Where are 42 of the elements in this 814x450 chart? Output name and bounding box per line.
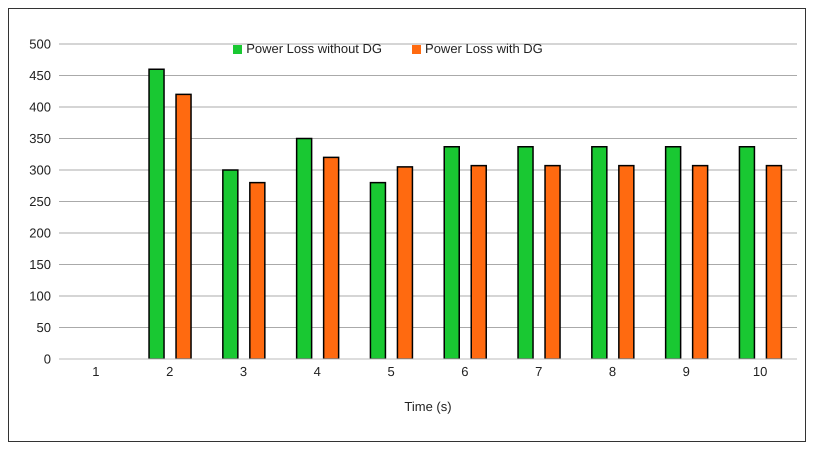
bar	[766, 164, 782, 359]
x-tick-label: 9	[682, 364, 690, 380]
x-tick-label: 3	[240, 364, 248, 380]
y-tick-label: 350	[29, 131, 51, 146]
bar	[370, 182, 386, 359]
y-tick-label: 450	[29, 68, 51, 84]
y-tick-label: 100	[29, 288, 51, 304]
bar	[396, 166, 414, 359]
x-tick-label: 6	[461, 364, 469, 380]
y-tick-label: 500	[29, 36, 51, 52]
bar	[443, 146, 460, 359]
bar	[148, 68, 165, 359]
bar	[249, 182, 266, 359]
x-tick-label: 2	[166, 364, 174, 380]
y-tick-label: 200	[29, 226, 51, 241]
legend-label: Power Loss without DG	[246, 41, 382, 56]
x-axis-title: Time (s)	[404, 399, 452, 414]
bar	[544, 164, 561, 359]
bar	[591, 146, 608, 359]
bar	[692, 164, 708, 359]
y-tick-label: 250	[29, 194, 51, 210]
y-tick-label: 0	[44, 352, 51, 367]
bar	[738, 146, 756, 359]
y-tick-label: 150	[29, 257, 51, 272]
x-tick-label: 7	[535, 364, 542, 380]
x-tick-label: 8	[608, 364, 616, 380]
bar	[517, 146, 534, 359]
bar	[322, 156, 340, 359]
bar	[664, 146, 682, 359]
bar	[470, 164, 487, 359]
bar	[175, 94, 192, 359]
x-tick-label: 1	[92, 364, 100, 380]
bar	[296, 138, 312, 359]
y-tick-label: 50	[36, 320, 51, 336]
x-tick-label: 4	[314, 364, 321, 380]
bar	[618, 164, 635, 359]
x-tick-label: 10	[752, 364, 768, 380]
legend-label: Power Loss with DG	[425, 41, 543, 56]
bar	[222, 169, 239, 359]
y-tick-label: 300	[29, 162, 51, 178]
x-tick-label: 5	[387, 364, 395, 380]
y-tick-label: 400	[29, 100, 51, 115]
